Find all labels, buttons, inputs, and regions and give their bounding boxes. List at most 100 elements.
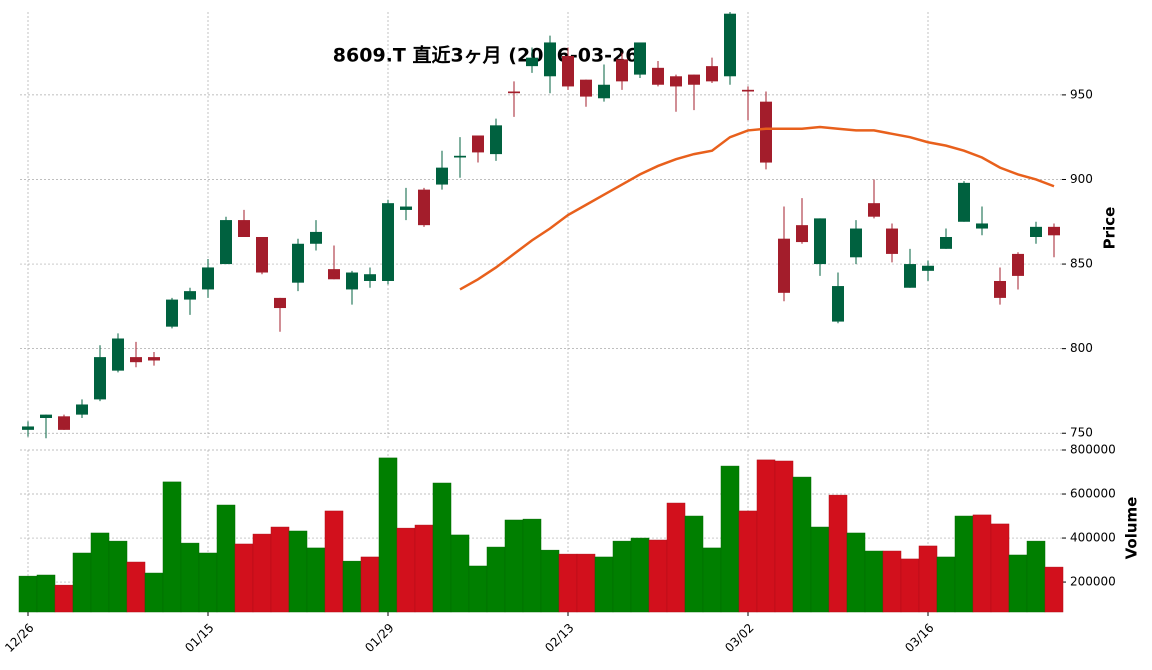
- candle-body: [310, 231, 322, 244]
- candle-body: [58, 416, 70, 430]
- volume-bar: [936, 556, 956, 613]
- candle-body: [382, 203, 394, 281]
- y-tick-label: 400000: [1070, 531, 1116, 545]
- volume-bar: [198, 552, 218, 613]
- volume-bar: [522, 518, 542, 613]
- y-tick-label: 600000: [1070, 487, 1116, 501]
- candle-body: [976, 223, 988, 229]
- candle-body: [94, 357, 106, 400]
- y-tick-label: 850: [1070, 257, 1093, 271]
- volume-bar: [738, 510, 758, 613]
- volume-bar: [342, 560, 362, 613]
- volume-bar: [396, 527, 416, 613]
- volume-bar: [36, 574, 56, 613]
- candle-body: [850, 228, 862, 258]
- y-tick-label: 800000: [1070, 443, 1116, 457]
- volume-bar: [612, 540, 632, 613]
- volume-bar: [126, 561, 146, 613]
- candle-body: [778, 238, 790, 293]
- volume-bar: [378, 457, 398, 613]
- x-tick-label: 02/13: [542, 621, 576, 655]
- volume-bar: [540, 549, 560, 613]
- volume-bar: [774, 460, 794, 613]
- candle-body: [958, 182, 970, 222]
- y-tick-label: 800: [1070, 341, 1093, 355]
- volume-bar: [216, 504, 236, 613]
- volume-bar: [252, 533, 272, 613]
- y-tick-label: 200000: [1070, 575, 1116, 589]
- volume-bar: [180, 542, 200, 613]
- candle-body: [940, 236, 952, 249]
- candle-body: [454, 155, 466, 158]
- y-tick-label: 750: [1070, 426, 1093, 440]
- volume-bar: [702, 547, 722, 613]
- candle-body: [346, 272, 358, 290]
- candle-body: [130, 357, 142, 363]
- candle-body: [184, 291, 196, 300]
- candle-body: [634, 42, 646, 75]
- volume-bar: [810, 526, 830, 613]
- candle-body: [526, 57, 538, 67]
- candle-body: [148, 357, 160, 361]
- candle-body: [580, 79, 592, 97]
- volume-bar: [360, 556, 380, 613]
- candle-body: [724, 13, 736, 77]
- volume-bar: [504, 519, 524, 613]
- volume-bar: [270, 526, 290, 613]
- volume-bar: [324, 510, 344, 613]
- candle-body: [904, 264, 916, 288]
- volume-bar: [558, 553, 578, 613]
- candle-body: [760, 101, 772, 163]
- x-tick-label: 03/02: [722, 621, 756, 655]
- candle-body: [1030, 226, 1042, 237]
- candle-body: [886, 228, 898, 254]
- candle-body: [418, 189, 430, 226]
- chart-title: 8609.T 直近3ヶ月 (2026-03-26): [333, 44, 647, 67]
- volume-bar: [864, 550, 884, 613]
- candle-body: [598, 84, 610, 99]
- volume-bar: [432, 482, 452, 613]
- candle-body: [706, 66, 718, 82]
- candle-body: [742, 89, 754, 92]
- candle-body: [832, 286, 844, 322]
- moving-average-line: [459, 125, 1055, 291]
- volume-bar: [918, 545, 938, 613]
- volume-bar: [720, 465, 740, 613]
- x-tick-label: 01/29: [362, 621, 396, 655]
- volume-bar: [144, 572, 164, 613]
- volume-bar: [792, 476, 812, 613]
- candle-body: [256, 236, 268, 273]
- candle-body: [472, 135, 484, 153]
- volume-bar: [828, 494, 848, 613]
- candle-body: [688, 74, 700, 85]
- volume-bar: [1044, 566, 1064, 613]
- candle-body: [238, 220, 250, 237]
- volume-bar: [468, 565, 488, 613]
- volume-bar: [1008, 554, 1028, 613]
- y-tick-label: 900: [1070, 172, 1093, 186]
- candle-body: [22, 426, 34, 430]
- candle-body: [562, 55, 574, 87]
- volume-bar: [288, 530, 308, 613]
- candle-body: [292, 243, 304, 283]
- candle-body: [364, 274, 376, 281]
- candle-body: [76, 404, 88, 415]
- candle-body: [490, 125, 502, 155]
- candle-body: [670, 76, 682, 87]
- volume-bar: [108, 540, 128, 613]
- volume-bar: [684, 515, 704, 613]
- volume-bar: [954, 515, 974, 613]
- volume-bar: [306, 547, 326, 613]
- candle-body: [544, 42, 556, 77]
- volume-bar: [576, 553, 596, 613]
- volume-bar: [648, 539, 668, 613]
- candle-body: [166, 299, 178, 327]
- candle-body: [1012, 253, 1024, 276]
- volume-bar: [486, 546, 506, 613]
- volume-bar: [972, 514, 992, 613]
- volume-bar: [18, 575, 38, 613]
- x-tick-label: 01/15: [182, 621, 216, 655]
- candle-body: [796, 225, 808, 243]
- candle-body: [400, 206, 412, 210]
